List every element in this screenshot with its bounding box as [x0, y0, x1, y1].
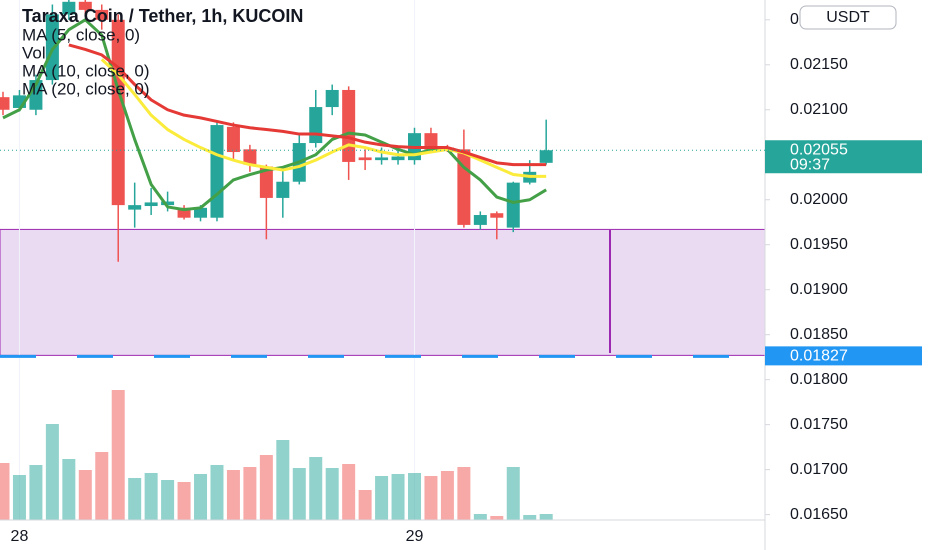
volume-bar	[391, 474, 405, 520]
volume-bar	[375, 476, 389, 520]
candle-body	[62, 1, 76, 15]
volume-bar	[128, 478, 142, 520]
candle-body	[259, 166, 273, 198]
candle-body	[375, 157, 389, 161]
candle-body	[177, 207, 191, 218]
volume-bar	[177, 482, 191, 520]
volume-bar	[342, 464, 356, 520]
volume-bar	[95, 452, 109, 520]
candle-body	[490, 213, 504, 218]
zone	[0, 228, 766, 356]
candle-body	[243, 149, 257, 165]
volume-bar	[424, 476, 438, 520]
candle-body	[210, 125, 224, 218]
volume-bar	[457, 467, 471, 520]
y-tick-label: 0.01700	[790, 461, 848, 478]
legend-entry: Vol	[22, 43, 46, 62]
last-price-label: 0.02055	[790, 141, 848, 158]
volume-bar	[292, 468, 306, 520]
volume-bar	[473, 514, 487, 520]
volume-bar	[210, 465, 224, 520]
volume-bar	[144, 473, 158, 520]
currency-label[interactable]: USDT	[826, 9, 870, 26]
volume-bar	[45, 424, 59, 520]
y-tick-label: 0.02100	[790, 101, 848, 118]
candle-body	[95, 9, 109, 20]
volume-bar	[325, 468, 339, 520]
volume-bar	[276, 440, 290, 520]
candle-body	[473, 215, 487, 225]
ma-line	[100, 58, 547, 178]
y-tick-label: 0.01850	[790, 326, 848, 343]
candle-body	[194, 207, 208, 218]
volume-bar	[12, 475, 26, 520]
volume-bar	[161, 480, 175, 520]
candle-body	[78, 1, 92, 10]
volume-bar	[259, 455, 273, 520]
countdown-label: 09:37	[790, 156, 830, 173]
candle-body	[506, 182, 520, 228]
currency-badge[interactable]	[799, 5, 897, 30]
volume-bar	[0, 463, 10, 520]
candle-body	[342, 89, 356, 162]
y-tick-label: 0.01650	[790, 506, 848, 523]
candle-body	[276, 181, 290, 198]
chart-title: Taraxa Coin / Tether, 1h, KUCOIN	[22, 6, 303, 26]
ma-line	[68, 43, 547, 167]
volume-bar	[29, 465, 43, 520]
candle-body	[144, 202, 158, 207]
y-tick-label: 0.01750	[790, 416, 848, 433]
price-line-label: 0.01827	[790, 348, 848, 365]
volume-bar	[62, 459, 76, 520]
candle-body	[161, 201, 175, 206]
candle-body	[128, 205, 142, 210]
volume-bar	[539, 514, 553, 520]
candle-body	[391, 156, 405, 161]
volume-bar	[78, 470, 92, 520]
candle-body	[0, 97, 10, 110]
volume-bar	[358, 490, 372, 520]
candle-body	[111, 19, 125, 206]
volume-bar	[309, 457, 323, 520]
volume-bar	[408, 473, 421, 520]
volume-bar	[226, 470, 240, 520]
volume-bar	[194, 474, 208, 520]
candle-body	[226, 126, 240, 153]
overlay: 0.01650 0.01700 0.01750 0.01800 0.01850 0.019…	[0, 11, 922, 545]
price-line-badge	[765, 346, 922, 366]
plot-back	[0, 0, 766, 520]
candle-body	[358, 157, 372, 161]
y-tick-label: 0.02150	[790, 56, 848, 73]
y-tick-label: 0.02000	[790, 191, 848, 208]
candle-body	[309, 107, 323, 144]
volume-bar	[243, 467, 257, 520]
legend-entry: MA (10, close, 0)	[22, 61, 150, 80]
volume-bar	[111, 390, 125, 520]
legend-entry: MA (20, close, 0)	[22, 79, 150, 98]
y-tick-label: 0.01800	[790, 371, 848, 388]
candle-body	[539, 150, 553, 163]
candle-body	[424, 133, 438, 150]
volume-bar	[523, 515, 537, 520]
volume-bar	[490, 516, 504, 520]
volume-bar	[440, 471, 454, 520]
x-tick-label: 28	[11, 528, 29, 545]
last-price-badge	[765, 140, 922, 174]
x-tick-label: 29	[406, 528, 424, 545]
y-tick-label: 0.01900	[790, 281, 848, 298]
y-tick-label: 0.01950	[790, 236, 848, 253]
candle-body	[325, 89, 339, 108]
volume-bar	[506, 467, 520, 520]
legend-entry: MA (5, close, 0)	[22, 25, 140, 44]
plot-marks	[0, 0, 553, 262]
